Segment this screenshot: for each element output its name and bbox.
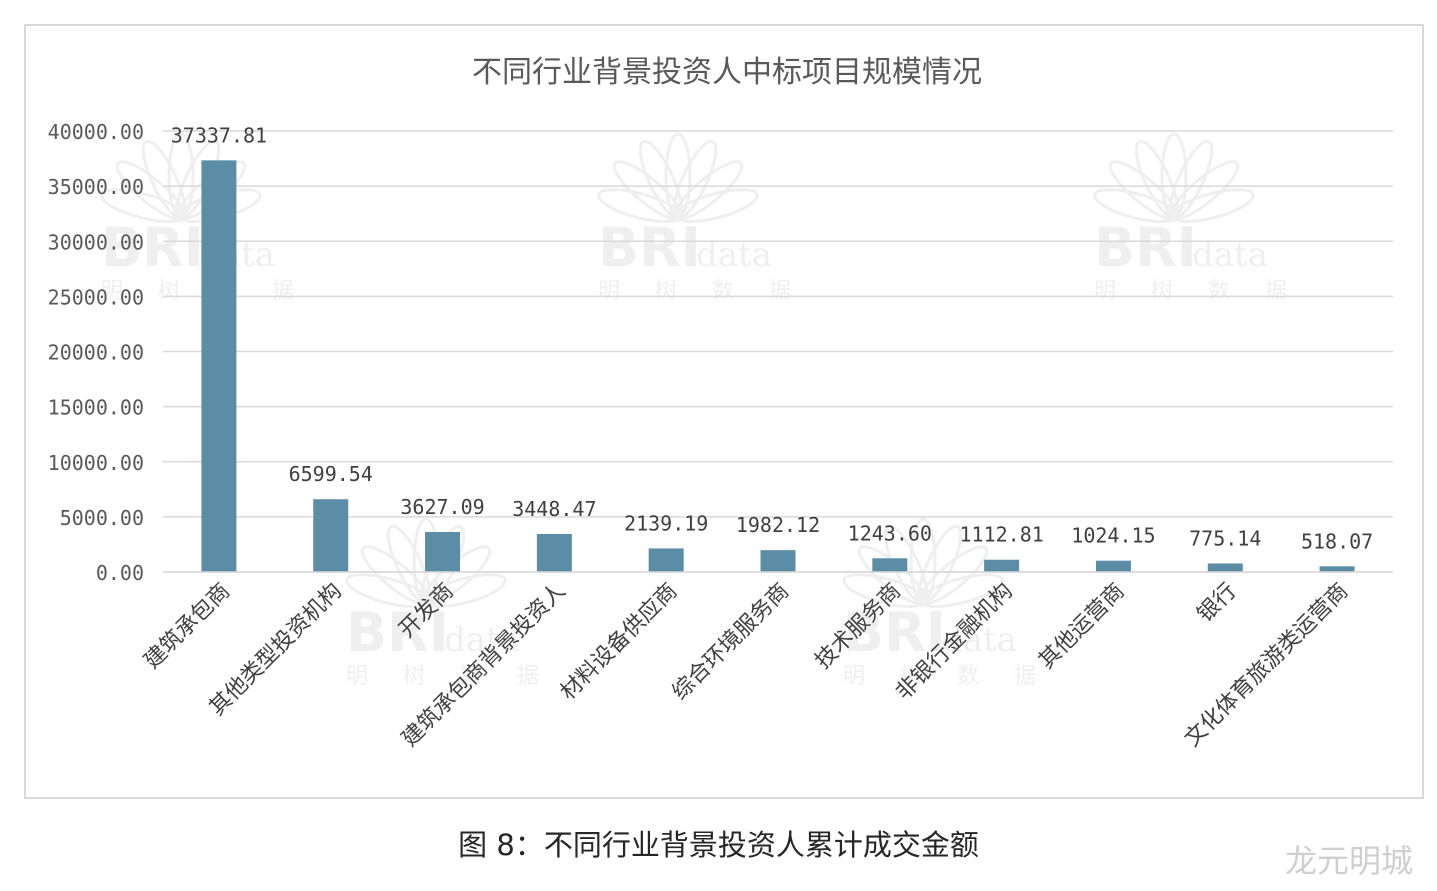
leaf-logo-icon [1093,132,1255,224]
data-label: 6599.54 [289,462,373,486]
watermark-chars: 明 树 数 据 [1094,279,1301,304]
watermark-sub: data [941,620,1017,660]
y-tick-label: 40000.00 [48,120,144,144]
x-tick-label: 银行 [1193,579,1242,628]
x-tick-label: 材料设备供应商 [556,579,683,706]
value-labels: 37337.81 6599.54 3627.09 3448.47 2139.19 1982… [171,123,1373,553]
data-label: 2139.19 [624,511,708,535]
gridlines [163,130,1393,573]
data-label: 1243.60 [848,521,932,545]
watermark-chars: 明 树 数 据 [346,664,553,689]
bar [536,533,572,572]
y-tick-label: 10000.00 [48,451,144,475]
data-label: 1112.81 [959,523,1043,547]
data-label: 37337.81 [171,123,267,147]
y-tick-label: 5000.00 [60,506,144,530]
y-axis: 0.00 5000.00 10000.00 15000.00 20000.00 25000… [48,120,144,585]
watermark-chars: 明 树 数 据 [843,664,1050,689]
y-tick-label: 0.00 [96,561,144,585]
y-tick-label: 25000.00 [48,285,144,309]
watermark-brand: BRI [598,216,701,279]
bar [201,160,237,572]
leaf-logo-icon [597,132,759,224]
x-tick-label: 综合环境服务商 [668,579,795,706]
watermark-sub: data [444,620,520,660]
bar [984,559,1020,572]
figure-caption: 图 8：不同行业背景投资人累计成交金额 [458,828,979,862]
x-tick-label: 其他运营商 [1034,579,1129,674]
y-tick-label: 15000.00 [48,396,144,420]
bars [201,160,1355,572]
x-tick-label: 建筑承包商 [140,579,235,674]
bar [1095,560,1131,572]
watermark-brand: BRI [346,601,449,664]
bar [1319,566,1355,572]
chart-title: 不同行业背景投资人中标项目规模情况 [472,55,982,90]
watermark-chars: 明 树 数 据 [101,279,308,304]
data-label: 518.07 [1301,529,1373,553]
y-tick-label: 20000.00 [48,341,144,365]
bar [1207,563,1243,572]
watermark-brand: BRI [101,216,204,279]
y-tick-label: 30000.00 [48,230,144,254]
watermark-brand: BRI [843,601,946,664]
watermark-chars: 明 树 数 据 [598,279,805,304]
corner-watermark: 龙元明城 [1284,842,1413,880]
bar [313,499,349,572]
data-label: 3448.47 [512,497,596,521]
data-label: 3627.09 [400,495,484,519]
data-label: 775.14 [1189,526,1261,550]
y-tick-label: 35000.00 [48,175,144,199]
data-label: 1982.12 [736,513,820,537]
bar [648,548,684,572]
bar [872,558,908,572]
bar [425,532,461,572]
bar [760,550,796,572]
watermark-brand: BRI [1094,216,1197,279]
data-label: 1024.15 [1071,524,1155,548]
